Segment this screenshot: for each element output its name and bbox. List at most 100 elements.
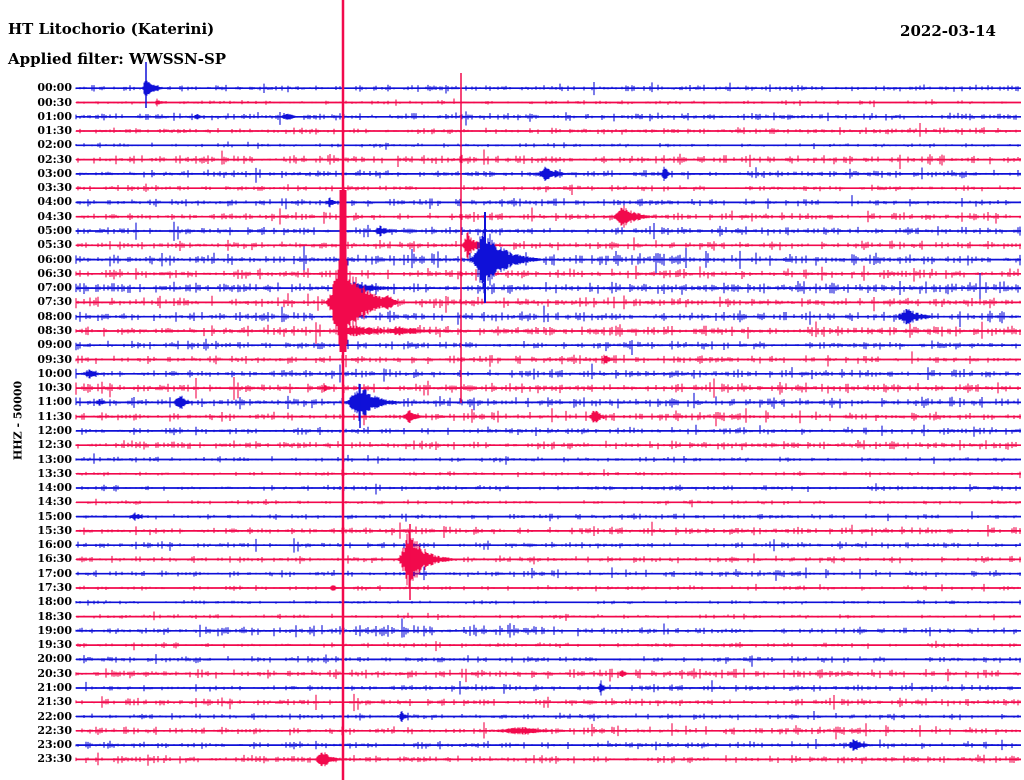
trace-noise-19:30 xyxy=(75,640,1021,652)
seismic-event xyxy=(81,369,107,379)
trace-noise-18:00 xyxy=(75,599,1021,606)
time-label-14:00: 14:00 xyxy=(37,481,72,494)
trace-noise-16:00 xyxy=(75,538,1021,553)
time-label-00:30: 00:30 xyxy=(37,95,72,109)
trace-noise-00:00 xyxy=(75,82,1021,96)
time-label-01:00: 01:00 xyxy=(37,109,72,123)
time-label-08:00: 08:00 xyxy=(37,309,72,323)
time-label-11:00: 11:00 xyxy=(37,395,72,409)
time-label-11:30: 11:30 xyxy=(37,409,72,423)
trace-noise-04:00 xyxy=(75,195,1021,210)
seismic-event xyxy=(383,326,464,336)
trace-noise-15:00 xyxy=(75,511,1021,522)
trace-noise-01:30 xyxy=(75,123,1021,137)
seismic-event xyxy=(330,585,339,591)
trace-noise-05:30 xyxy=(75,237,1021,252)
trace-noise-01:00 xyxy=(75,111,1021,126)
time-label-02:00: 02:00 xyxy=(37,138,72,152)
seismic-event xyxy=(588,410,612,423)
time-label-01:30: 01:30 xyxy=(37,124,72,137)
trace-noise-17:30 xyxy=(75,583,1021,592)
seismic-event xyxy=(489,727,565,735)
date-label: 2022-03-14 xyxy=(900,22,996,40)
time-label-08:30: 08:30 xyxy=(37,324,72,337)
trace-noise-09:30 xyxy=(75,351,1021,368)
trace-noise-10:30 xyxy=(75,377,1021,400)
trace-noise-09:00 xyxy=(75,338,1021,355)
trace-noise-04:30 xyxy=(75,207,1021,225)
time-label-21:00: 21:00 xyxy=(37,681,72,694)
time-label-13:00: 13:00 xyxy=(37,452,72,466)
time-label-00:00: 00:00 xyxy=(37,81,72,95)
time-label-19:30: 19:30 xyxy=(37,638,72,652)
trace-noise-16:30 xyxy=(75,553,1021,565)
seismic-event xyxy=(597,680,610,696)
time-label-16:30: 16:30 xyxy=(37,552,72,566)
trace-noise-14:00 xyxy=(75,483,1021,495)
time-label-14:30: 14:30 xyxy=(37,495,72,509)
time-label-19:00: 19:00 xyxy=(37,623,72,637)
trace-noise-20:00 xyxy=(75,654,1021,667)
trace-noise-14:30 xyxy=(75,498,1021,508)
trace-noise-19:00 xyxy=(75,618,1021,638)
trace-noise-00:30 xyxy=(75,98,1021,108)
trace-noise-23:30 xyxy=(75,752,1021,766)
time-label-21:30: 21:30 xyxy=(37,695,72,709)
time-label-15:30: 15:30 xyxy=(37,523,72,537)
trace-noise-12:30 xyxy=(75,440,1021,451)
trace-noise-13:00 xyxy=(75,453,1021,465)
seismic-event xyxy=(128,512,148,521)
seismic-event xyxy=(397,530,453,589)
time-label-18:00: 18:00 xyxy=(37,595,72,609)
seismic-event xyxy=(193,114,204,120)
time-label-15:00: 15:00 xyxy=(37,509,72,523)
time-label-03:30: 03:30 xyxy=(37,181,72,195)
time-label-06:30: 06:30 xyxy=(37,266,72,280)
seismic-event xyxy=(319,385,337,391)
trace-noise-10:00 xyxy=(75,363,1021,383)
seismic-event xyxy=(613,205,658,228)
station-title: HT Litochorio (Katerini) xyxy=(8,20,215,38)
trace-noise-02:00 xyxy=(75,141,1021,150)
seismic-event xyxy=(619,670,629,677)
time-label-05:00: 05:00 xyxy=(37,224,72,237)
seismic-event xyxy=(661,166,675,181)
time-label-23:30: 23:30 xyxy=(37,752,72,766)
time-label-04:30: 04:30 xyxy=(37,209,72,223)
time-label-22:30: 22:30 xyxy=(37,723,72,737)
time-label-10:00: 10:00 xyxy=(37,366,72,380)
applied-filter-label: Applied filter: WWSSN-SP xyxy=(8,50,227,68)
trace-noise-11:30 xyxy=(75,407,1021,427)
seismic-event xyxy=(381,295,402,310)
trace-noise-23:00 xyxy=(75,739,1021,751)
trace-noise-15:30 xyxy=(75,521,1021,539)
time-label-07:00: 07:00 xyxy=(37,281,72,295)
seismic-event xyxy=(402,410,429,423)
time-label-10:30: 10:30 xyxy=(37,381,72,395)
time-label-07:30: 07:30 xyxy=(37,295,72,309)
trace-noise-22:00 xyxy=(75,711,1021,722)
time-label-17:00: 17:00 xyxy=(37,566,72,580)
seismic-event xyxy=(94,399,107,406)
seismic-event xyxy=(601,354,616,365)
time-label-22:00: 22:00 xyxy=(37,709,72,723)
time-label-02:30: 02:30 xyxy=(37,152,72,166)
seismic-event xyxy=(142,74,164,102)
time-label-17:30: 17:30 xyxy=(37,581,72,594)
time-label-18:30: 18:30 xyxy=(37,609,72,623)
seismic-event xyxy=(314,752,347,767)
seismic-event xyxy=(469,231,540,289)
trace-noise-08:00 xyxy=(75,305,1021,328)
trace-noise-20:30 xyxy=(75,668,1021,683)
trace-noise-21:30 xyxy=(75,693,1021,712)
trace-noise-07:00 xyxy=(75,273,1021,299)
seismic-event xyxy=(398,711,409,722)
time-label-12:30: 12:30 xyxy=(37,438,72,452)
seismic-event xyxy=(281,113,299,120)
seismic-event xyxy=(845,739,875,751)
time-label-23:00: 23:00 xyxy=(37,738,72,752)
trace-noise-17:00 xyxy=(75,566,1021,581)
trace-noise-06:30 xyxy=(75,265,1021,282)
time-label-04:00: 04:00 xyxy=(37,195,72,209)
trace-noise-12:00 xyxy=(75,424,1021,437)
